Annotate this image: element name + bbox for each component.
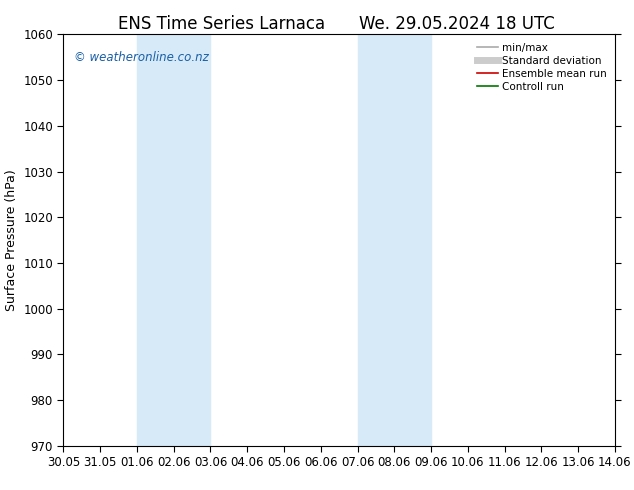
Text: We. 29.05.2024 18 UTC: We. 29.05.2024 18 UTC xyxy=(359,15,554,33)
Bar xyxy=(358,34,431,446)
Y-axis label: Surface Pressure (hPa): Surface Pressure (hPa) xyxy=(4,169,18,311)
Text: © weatheronline.co.nz: © weatheronline.co.nz xyxy=(74,51,209,64)
Bar xyxy=(137,34,210,446)
Legend: min/max, Standard deviation, Ensemble mean run, Controll run: min/max, Standard deviation, Ensemble me… xyxy=(474,40,610,95)
Text: ENS Time Series Larnaca: ENS Time Series Larnaca xyxy=(119,15,325,33)
